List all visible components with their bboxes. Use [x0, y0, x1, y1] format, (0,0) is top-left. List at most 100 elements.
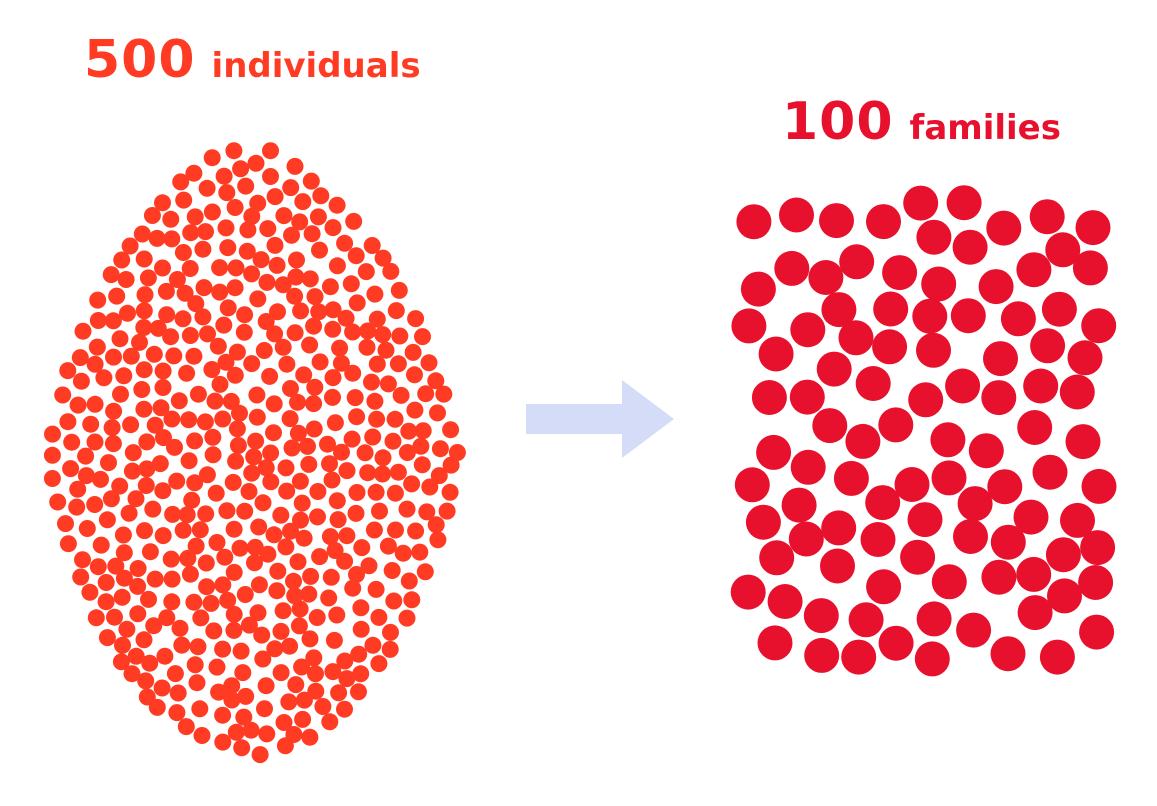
individual-dot: [215, 316, 233, 334]
individual-dot: [254, 494, 272, 512]
individual-dot: [435, 385, 453, 403]
individual-dot: [111, 330, 129, 348]
individual-dot: [387, 521, 404, 539]
individual-dot: [266, 640, 284, 658]
individual-dot: [72, 568, 90, 586]
individual-dot: [102, 266, 120, 284]
individuals-word: individuals: [211, 46, 421, 86]
individual-dot: [117, 271, 135, 288]
individual-dot: [259, 220, 277, 238]
individual-dot: [154, 259, 171, 277]
individual-dot: [112, 653, 130, 671]
individual-dot: [348, 484, 366, 501]
individual-dot: [149, 319, 167, 337]
individual-dot: [366, 285, 384, 303]
individual-dot: [140, 590, 157, 608]
individual-dot: [324, 663, 342, 681]
individual-dot: [88, 338, 106, 356]
individual-dot: [180, 411, 198, 429]
individual-dot: [286, 324, 304, 342]
individual-dot: [275, 714, 293, 731]
individual-dot: [188, 674, 206, 692]
individual-dot: [374, 465, 391, 483]
individual-dot: [135, 631, 153, 649]
individual-dot: [112, 385, 129, 403]
individual-dot: [303, 225, 321, 243]
family-dot: [1023, 368, 1059, 404]
individual-dot: [86, 496, 104, 513]
individual-dot: [293, 494, 311, 512]
individual-dot: [54, 386, 72, 404]
family-dot: [839, 244, 875, 280]
individual-dot: [59, 535, 77, 553]
individual-dot: [242, 721, 260, 739]
individual-dot: [368, 310, 386, 328]
individual-dot: [72, 372, 90, 390]
individual-dot: [106, 608, 123, 626]
individual-dot: [381, 640, 399, 658]
family-dot: [820, 548, 855, 584]
individual-dot: [398, 500, 416, 518]
individual-dot: [283, 439, 301, 457]
family-dot: [812, 408, 848, 444]
individual-dot: [282, 179, 300, 197]
individual-dot: [302, 567, 320, 585]
individual-dot: [391, 327, 409, 345]
individual-dot: [321, 713, 339, 731]
family-dot: [878, 407, 914, 443]
individual-dot: [406, 401, 424, 419]
individual-dot: [287, 676, 305, 694]
individual-dot: [278, 355, 296, 373]
individual-dot: [148, 229, 166, 247]
individual-dot: [272, 622, 290, 640]
individual-dot: [289, 393, 306, 411]
individual-dot: [268, 256, 286, 274]
individual-dot: [145, 345, 163, 363]
individual-dot: [49, 493, 67, 511]
individual-dot: [74, 551, 91, 569]
individual-dot: [290, 617, 308, 635]
family-dot: [1000, 301, 1036, 337]
family-dot: [916, 601, 952, 637]
individual-dot: [309, 483, 327, 500]
individual-dot: [192, 609, 210, 627]
individual-dot: [158, 306, 176, 324]
individual-dot: [253, 626, 271, 644]
individual-dot: [169, 684, 187, 702]
individual-dot: [211, 259, 229, 277]
individual-dot: [129, 577, 147, 595]
individual-dot: [307, 665, 324, 683]
family-dot: [882, 255, 918, 291]
family-dot: [983, 341, 1018, 377]
individual-dot: [379, 375, 397, 393]
individual-dot: [181, 327, 199, 344]
family-dot: [916, 219, 952, 255]
family-dot: [981, 380, 1017, 416]
individual-dot: [43, 470, 61, 487]
individual-dot: [287, 268, 305, 286]
individual-dot: [123, 665, 141, 683]
individual-dot: [256, 700, 273, 718]
individual-dot: [394, 544, 412, 562]
individual-dot: [122, 416, 140, 434]
family-dot: [757, 625, 793, 661]
individual-dot: [216, 548, 234, 566]
individual-dot: [311, 548, 329, 566]
individual-dot: [350, 645, 368, 663]
individual-dot: [227, 452, 245, 470]
individual-dot: [164, 505, 182, 523]
family-dot: [821, 292, 857, 328]
individual-dot: [183, 491, 201, 509]
family-dot: [878, 625, 914, 661]
individual-dot: [224, 473, 242, 491]
individual-dot: [178, 506, 196, 524]
individual-dot: [204, 428, 222, 446]
individual-dot: [278, 482, 296, 500]
individual-dot: [352, 620, 370, 638]
individual-dot: [280, 693, 298, 711]
individual-dot: [165, 347, 183, 365]
family-dot: [1017, 595, 1053, 631]
individual-dot: [219, 239, 237, 257]
individual-dot: [403, 475, 421, 493]
individual-dot: [300, 585, 318, 603]
